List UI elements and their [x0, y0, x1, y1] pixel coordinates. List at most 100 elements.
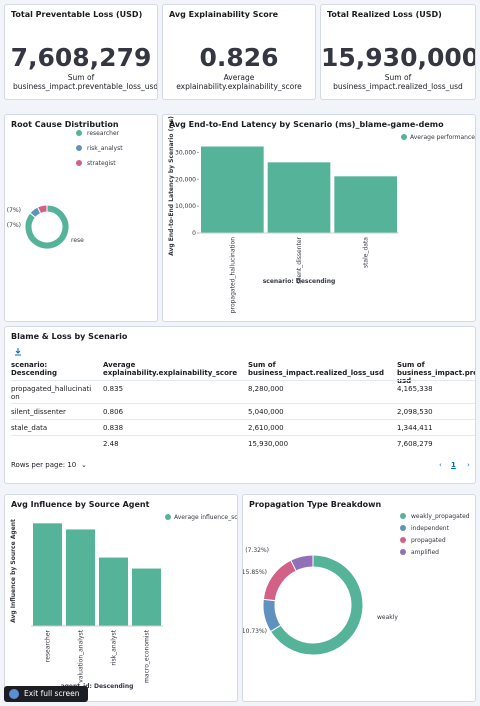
legend-label: propagated	[411, 537, 446, 544]
legend-label: independent	[411, 525, 450, 532]
legend-label: risk_analyst	[87, 145, 123, 152]
y-tick-label: 10,000	[175, 203, 196, 210]
y-axis-title: Avg Influence by Source Agent	[10, 519, 17, 623]
x-tick-label: valuation_analyst	[78, 629, 85, 682]
column-header: Sum of business_impact.realized_loss_usd	[248, 361, 384, 377]
button-label: Exit full screen	[24, 689, 80, 698]
metric-value: 7,608,279	[10, 43, 152, 72]
metric-panel: Total Preventable Loss (USD) 7,608,279 S…	[4, 4, 158, 100]
metric-value: 15,930,000	[321, 43, 476, 72]
row-divider	[11, 380, 475, 381]
table-cell: 5,040,000	[248, 408, 284, 416]
table-cell: 2,610,000	[248, 424, 284, 432]
table-cell: 0.806	[103, 408, 124, 416]
legend-swatch	[400, 549, 406, 555]
chart: 0 10,000 20,000 30,000 Average performance. p…	[168, 116, 476, 313]
table-panel: Blame & Loss by Scenario Rows per page: …	[4, 326, 476, 484]
pie-slice	[269, 554, 364, 656]
chart: weakly weakly_propagated (10.73%) independe…	[243, 513, 470, 656]
panel-title: Blame & Loss by Scenario	[11, 332, 128, 341]
table-cell: 0.835	[103, 385, 124, 393]
panel-title: Total Realized Loss (USD)	[327, 10, 442, 19]
slice-label: (7.32%)	[245, 547, 269, 554]
panel-title: Avg Influence by Source Agent	[11, 500, 150, 509]
x-tick-label: risk_analyst	[111, 629, 118, 665]
bar	[267, 162, 331, 233]
x-tick-label: silent_dissenter	[296, 236, 303, 284]
legend-label: Average influence_sc	[174, 514, 238, 521]
metric-panel: Total Realized Loss (USD) 15,930,000 Sum…	[320, 4, 476, 100]
chart-panel: rese researcher (7%) risk_analyst (7%) strate…	[4, 114, 158, 322]
column-header: Sum of business_impact.preventable_loss_…	[397, 361, 475, 385]
legend-label: weakly_propagated	[411, 513, 470, 520]
x-axis-title: agent_id: Descending	[61, 683, 134, 690]
legend-label: strategist	[87, 160, 116, 167]
slice-label: rese	[71, 237, 84, 244]
x-tick-label: macro_economist	[144, 629, 151, 683]
x-tick-label: researcher	[45, 629, 52, 662]
bar	[334, 176, 397, 233]
page-number[interactable]: 1	[451, 461, 456, 469]
legend-swatch	[76, 145, 82, 151]
legend-label: researcher	[87, 130, 120, 137]
bar	[66, 529, 95, 626]
legend-swatch	[401, 134, 407, 140]
download-icon[interactable]	[13, 347, 23, 357]
exit-fullscreen-button[interactable]: Exit full screen	[4, 686, 88, 702]
metric-value: 0.826	[199, 43, 279, 72]
table-cell: 8,280,000	[248, 385, 284, 393]
rows-per-page[interactable]: Rows per page: 10	[11, 461, 77, 469]
metric-caption: Average explainability.explainability_sc…	[176, 73, 302, 91]
slice-label: (10.73%)	[243, 628, 267, 635]
next-page[interactable]: ›	[467, 461, 470, 469]
legend-swatch	[76, 130, 82, 136]
slice-label: weakly	[377, 614, 398, 621]
legend-label: Average performance.	[410, 134, 476, 141]
chart: Average influence_sc researcher valuation_…	[10, 514, 238, 690]
column-header: scenario: Descending	[11, 361, 58, 377]
panel-title: Propagation Type Breakdown	[249, 500, 382, 509]
column-header: Average explainability.explainability_sc…	[103, 361, 238, 377]
chart-panel: Average influence_sc researcher valuation_…	[4, 494, 238, 702]
panel-title: Total Preventable Loss (USD)	[11, 10, 143, 19]
table-cell: 2,098,530	[397, 408, 433, 416]
x-tick-label: propagated_hallucination	[229, 237, 236, 313]
legend-swatch	[400, 537, 406, 543]
table-cell: 0.838	[103, 424, 124, 432]
x-tick-label: stale_data	[363, 237, 370, 268]
pie-slice	[262, 559, 297, 602]
legend-swatch	[400, 513, 406, 519]
bar	[132, 568, 161, 626]
table-cell: stale_data	[11, 424, 48, 432]
pie-slice	[24, 204, 70, 250]
footer-cell: 15,930,000	[248, 440, 289, 448]
panel-title: Root Cause Distribution	[11, 120, 119, 129]
y-axis-title: Avg End-to-End Latency by Scenario (ms)	[168, 116, 175, 256]
panel-title: Avg Explainability Score	[169, 10, 279, 19]
legend-swatch	[76, 160, 82, 166]
table-cell: silent_dissenter	[11, 408, 66, 416]
footer-cell: 7,608,279	[397, 440, 433, 448]
legend-label: amplified	[411, 549, 439, 556]
rows-chevron[interactable]: ⌄	[81, 461, 87, 469]
y-tick-label: 0	[192, 230, 196, 237]
table-cell: 4,165,338	[397, 385, 433, 393]
footer-cell: 2.48	[103, 440, 119, 448]
chart-panel: weakly weakly_propagated (10.73%) independe…	[242, 494, 476, 702]
slice-label: (7%)	[7, 222, 21, 229]
metric-caption: Sum of business_impact.preventable_loss_…	[13, 73, 158, 91]
pie-slice	[262, 598, 282, 633]
pie-slice	[290, 554, 314, 572]
metric-panel: Avg Explainability Score 0.826 Average e…	[162, 4, 316, 100]
panel-title: Avg End-to-End Latency by Scenario (ms)_…	[169, 120, 444, 129]
legend-swatch	[400, 525, 406, 531]
slice-label: (15.85%)	[243, 569, 267, 576]
row-divider	[11, 435, 475, 436]
prev-page[interactable]: ‹	[439, 461, 442, 469]
y-tick-label: 30,000	[175, 149, 196, 156]
y-tick-label: 20,000	[175, 176, 196, 183]
chart-panel: 0 10,000 20,000 30,000 Average performance. p…	[162, 114, 476, 322]
x-axis-title: scenario: Descending	[263, 278, 336, 285]
bar	[33, 523, 62, 626]
